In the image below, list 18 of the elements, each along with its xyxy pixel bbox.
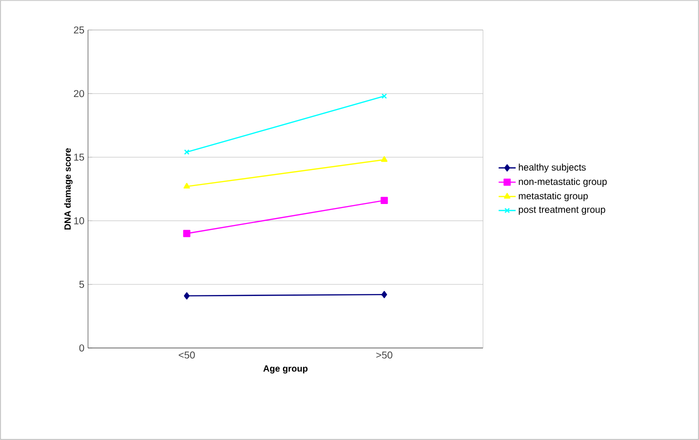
- y-tick-label: 20: [74, 90, 84, 98]
- point: [381, 290, 388, 298]
- y-axis-title: DNA damage score: [64, 148, 73, 230]
- y-tick-label: 15: [74, 154, 84, 161]
- legend-label: healthy subjects: [518, 164, 586, 172]
- x-axis-title: Age group: [263, 365, 308, 374]
- legend-label: metastatic group: [518, 192, 588, 202]
- point: [183, 230, 190, 238]
- y-tick-label: 10: [74, 217, 84, 224]
- point: [380, 196, 388, 204]
- y-tick-label: 5: [79, 280, 84, 288]
- x-tick-label: <50: [178, 352, 195, 359]
- legend-label: non-metastatic group: [518, 178, 607, 187]
- y-tick-label: 25: [74, 26, 84, 34]
- x-tick-label: >50: [376, 352, 392, 359]
- point: [184, 292, 190, 300]
- legend-label: post treatment group: [518, 206, 606, 215]
- y-tick-label: 0: [79, 344, 84, 352]
